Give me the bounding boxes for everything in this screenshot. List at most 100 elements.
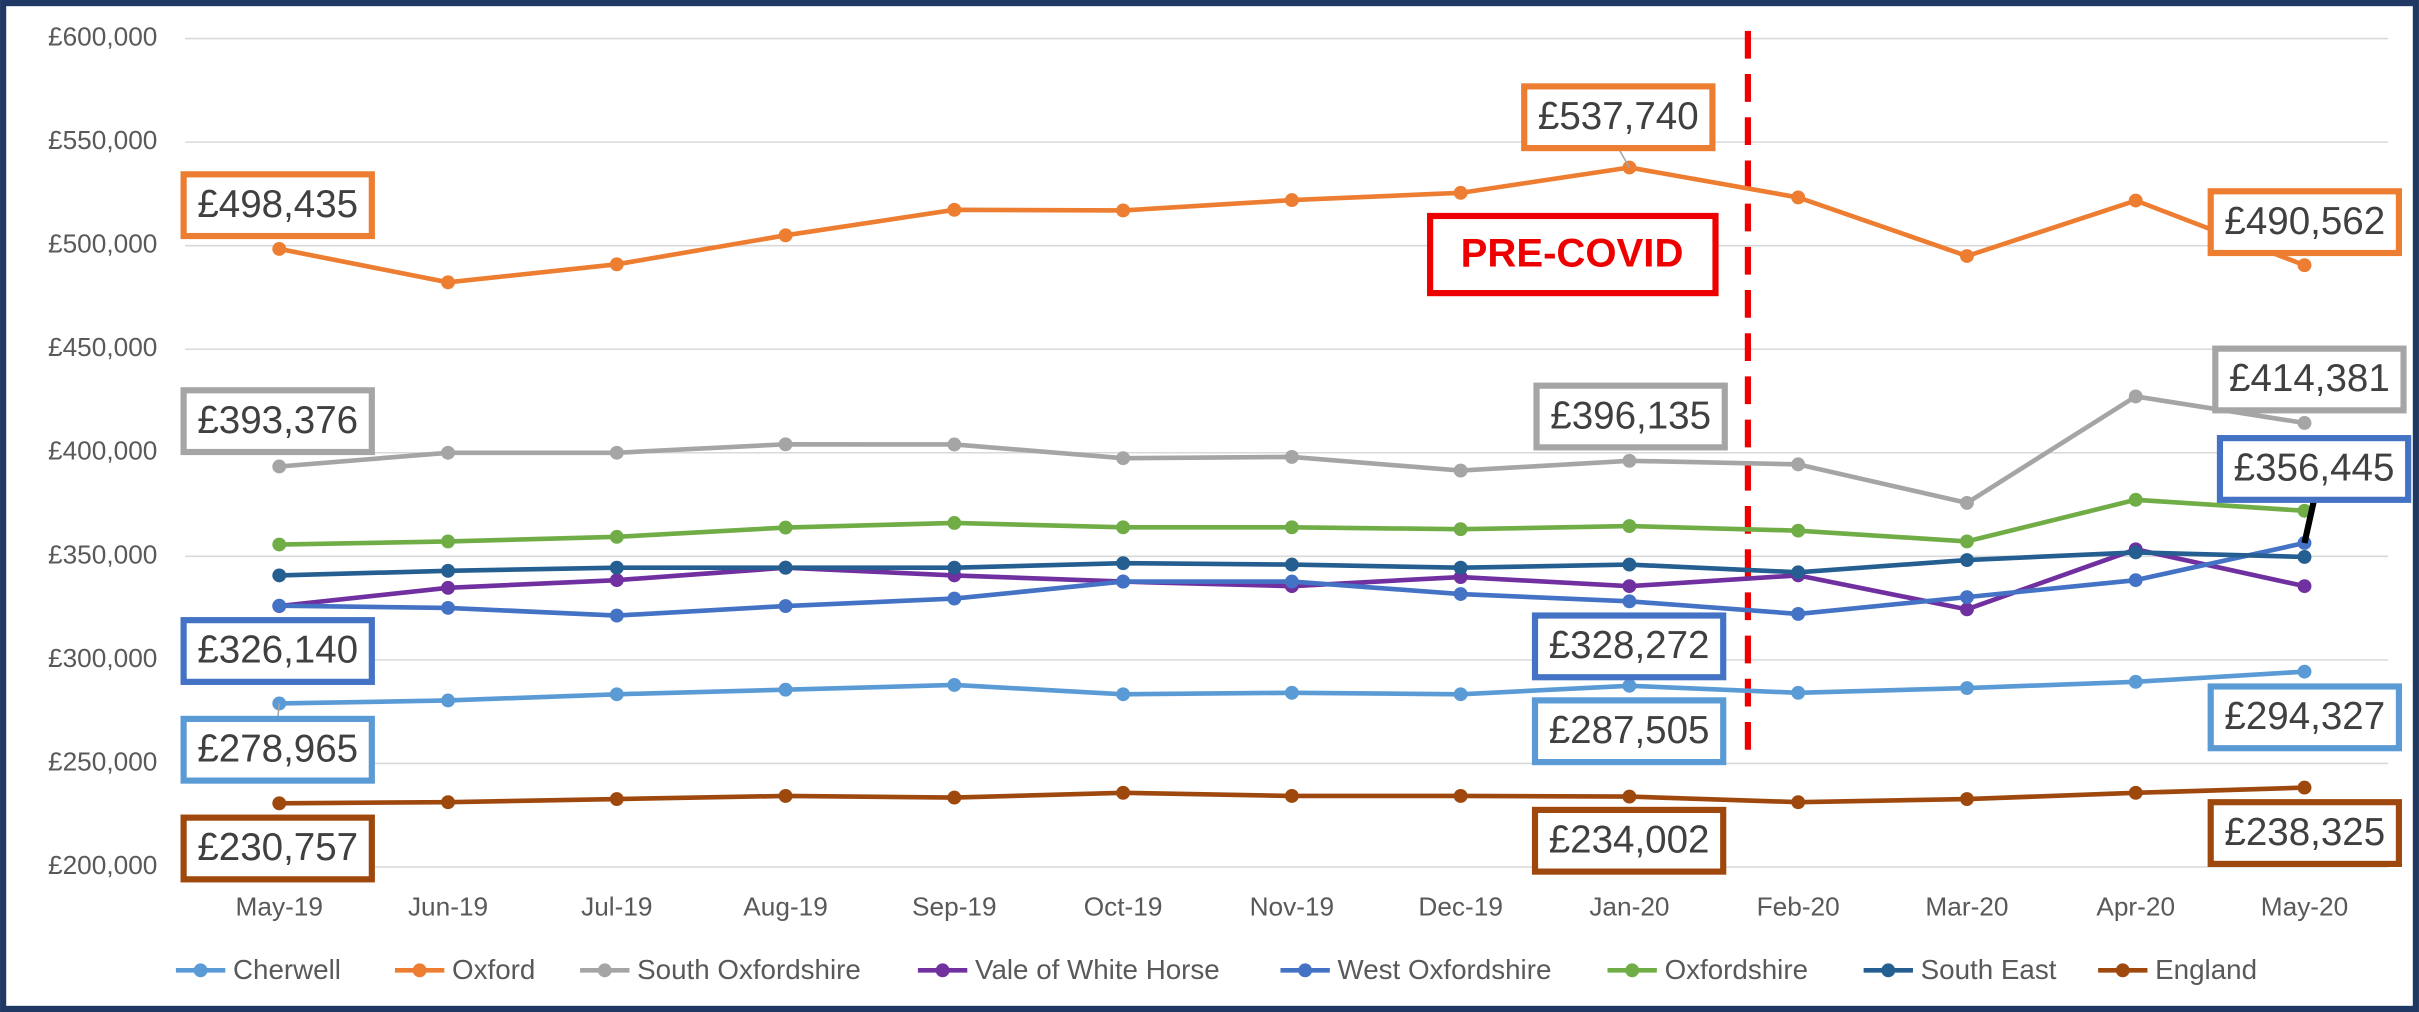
data-point xyxy=(1284,685,1299,700)
data-point xyxy=(947,678,962,692)
data-point xyxy=(2128,492,2143,507)
data-point xyxy=(1622,160,1637,175)
data-point xyxy=(272,796,287,811)
data-point xyxy=(1453,185,1468,200)
legend-label: South East xyxy=(1921,954,2057,985)
data-label-box xyxy=(1521,83,1716,152)
x-tick-label: Jul-19 xyxy=(581,892,652,922)
data-point xyxy=(947,437,962,452)
data-label-box xyxy=(180,171,375,240)
data-point xyxy=(272,537,287,552)
data-point xyxy=(2297,416,2312,430)
legend-label: Cherwell xyxy=(233,954,341,985)
y-tick-label: £350,000 xyxy=(48,539,157,569)
annotation: PRE-COVID xyxy=(1461,232,1684,276)
data-point xyxy=(1791,685,1806,700)
data-point xyxy=(441,563,455,578)
data-point xyxy=(441,693,455,708)
data-point xyxy=(272,598,287,613)
legend-marker xyxy=(193,963,208,978)
data-point xyxy=(2128,674,2143,689)
data-point xyxy=(1116,203,1131,218)
data-label: £490,562 xyxy=(2224,200,2385,243)
data-point xyxy=(1960,553,1974,567)
data-point xyxy=(1960,602,1974,617)
data-label-box xyxy=(180,387,375,456)
data-point xyxy=(1960,792,1974,806)
data-label-box xyxy=(180,814,375,883)
data-label: £396,135 xyxy=(1550,394,1711,437)
data-point xyxy=(1960,681,1974,695)
data-point xyxy=(1622,519,1637,534)
legend-marker xyxy=(935,963,950,978)
data-point xyxy=(2128,193,2143,208)
data-label: £356,445 xyxy=(2234,447,2395,490)
data-point xyxy=(1284,557,1299,572)
data-point xyxy=(1453,463,1468,478)
data-label: £393,376 xyxy=(197,399,358,442)
annotation-box xyxy=(1427,212,1719,297)
data-label: £287,505 xyxy=(1549,709,1710,752)
data-point xyxy=(947,516,962,530)
data-point xyxy=(947,202,962,217)
data-point xyxy=(2128,545,2143,560)
label-leader xyxy=(1617,147,1631,168)
x-tick-label: Jun-19 xyxy=(408,892,488,922)
data-label-box xyxy=(2212,345,2407,414)
data-point xyxy=(1284,789,1299,803)
data-point xyxy=(778,682,793,697)
data-label-box xyxy=(180,617,375,685)
data-point xyxy=(441,445,455,460)
data-point xyxy=(1453,789,1468,803)
data-label-box xyxy=(1533,382,1728,451)
data-point xyxy=(2297,780,2312,795)
legend-marker xyxy=(412,963,427,978)
legend-label: Oxfordshire xyxy=(1665,954,1808,985)
y-tick-label: £250,000 xyxy=(48,746,157,776)
data-point xyxy=(441,534,455,549)
data-point xyxy=(778,599,793,613)
data-point xyxy=(609,445,624,460)
legend-marker xyxy=(1298,963,1313,978)
data-point xyxy=(609,608,624,623)
data-point xyxy=(1791,565,1806,580)
data-point xyxy=(1116,574,1131,589)
data-label: £230,757 xyxy=(197,826,358,869)
data-label-box xyxy=(1531,612,1727,681)
data-label-box xyxy=(2207,799,2402,867)
data-point xyxy=(441,600,455,615)
data-label-box xyxy=(180,715,375,784)
data-point xyxy=(1284,574,1299,589)
data-point xyxy=(1622,789,1637,804)
data-point xyxy=(272,696,287,711)
x-tick-label: Oct-19 xyxy=(1084,892,1163,922)
y-tick-label: £400,000 xyxy=(48,436,157,466)
data-point xyxy=(1960,249,1974,263)
data-point xyxy=(1116,785,1131,800)
data-point xyxy=(609,573,624,588)
legend-marker xyxy=(1881,963,1896,978)
data-point xyxy=(778,520,793,535)
x-tick-label: Feb-20 xyxy=(1757,892,1840,922)
data-point xyxy=(609,792,624,806)
data-point xyxy=(1284,449,1299,464)
legend-label: England xyxy=(2155,954,2257,985)
data-point xyxy=(2128,389,2143,404)
x-tick-label: Aug-19 xyxy=(743,892,828,922)
data-point xyxy=(609,529,624,544)
data-point xyxy=(1116,556,1131,571)
data-point xyxy=(1622,594,1637,609)
data-point xyxy=(1791,795,1806,810)
x-tick-label: Nov-19 xyxy=(1250,892,1335,922)
x-tick-label: Mar-20 xyxy=(1925,892,2008,922)
data-point xyxy=(2128,573,2143,588)
data-label-box xyxy=(1531,806,1727,875)
data-point xyxy=(1116,687,1131,702)
data-point xyxy=(272,459,287,474)
data-point xyxy=(1960,495,1974,510)
x-tick-label: Jan-20 xyxy=(1589,892,1669,922)
data-point xyxy=(1622,453,1637,468)
data-point xyxy=(1453,522,1468,537)
data-label-box xyxy=(2207,188,2402,257)
